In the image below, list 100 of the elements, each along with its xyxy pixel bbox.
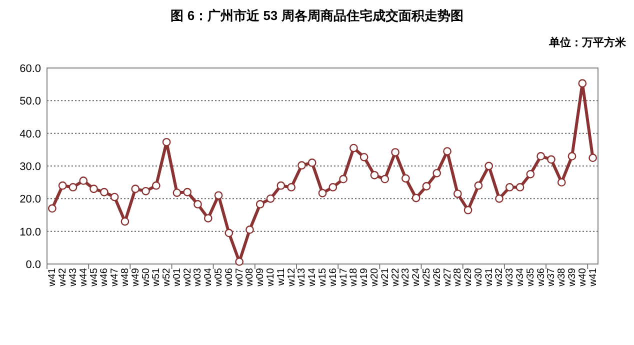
y-tick-label: 10.0 — [20, 226, 41, 238]
point — [152, 181, 160, 190]
x-tick-label: w12 — [286, 268, 298, 288]
point — [484, 162, 494, 170]
x-tick-label: w27 — [442, 268, 454, 288]
point — [266, 194, 275, 203]
x-tick-label: w03 — [192, 268, 204, 288]
y-tick-label: 50.0 — [20, 96, 41, 108]
x-tick-label: w04 — [203, 268, 214, 288]
point — [308, 158, 316, 167]
x-tick-label: w21 — [380, 268, 391, 288]
x-tick-label: w35 — [525, 268, 536, 288]
x-tick-label: w40 — [577, 268, 588, 288]
point — [214, 191, 223, 200]
x-tick-label: w47 — [110, 268, 121, 288]
point — [224, 228, 234, 238]
point — [256, 200, 264, 208]
x-tick-label: w10 — [266, 268, 277, 288]
y-tick-label: 0.0 — [26, 259, 41, 271]
x-tick-label: w13 — [296, 268, 308, 288]
x-tick-label: w25 — [421, 268, 432, 288]
x-tick-label: w05 — [214, 268, 225, 288]
point — [172, 188, 182, 197]
x-tick-label: w43 — [68, 268, 79, 288]
x-tick-label: w37 — [546, 268, 558, 288]
y-tick-label: 20.0 — [20, 194, 41, 206]
point — [412, 194, 420, 202]
point — [194, 200, 202, 208]
point — [453, 190, 462, 198]
x-tick-label: w06 — [224, 268, 235, 288]
x-tick-label: w07 — [234, 268, 246, 288]
point — [526, 170, 535, 178]
point — [536, 152, 546, 160]
point — [246, 226, 254, 234]
point — [422, 182, 431, 190]
x-tick-label: w34 — [515, 268, 526, 288]
point — [516, 183, 524, 192]
point — [276, 181, 286, 190]
x-tick-label: w41 — [47, 268, 58, 288]
x-tick-label: w38 — [556, 268, 568, 288]
point — [120, 217, 130, 226]
x-tick-label: w31 — [484, 268, 495, 288]
point — [588, 154, 597, 162]
point — [328, 183, 338, 192]
x-tick-label: w26 — [432, 268, 443, 288]
x-tick-label: w20 — [369, 268, 380, 288]
x-tick-label: w44 — [78, 268, 90, 288]
x-tick-label: w36 — [536, 268, 547, 288]
point — [568, 152, 576, 160]
x-tick-label: w41 — [588, 268, 599, 288]
chart-subtitle: 单位：万平方米 — [548, 36, 627, 49]
point — [432, 168, 442, 178]
x-tick-label: w48 — [120, 268, 131, 288]
point — [162, 138, 171, 146]
point — [380, 174, 390, 184]
x-tick-label: w16 — [328, 268, 339, 288]
x-tick-label: w02 — [182, 268, 194, 288]
point — [90, 184, 98, 194]
x-tick-label: w17 — [338, 268, 350, 288]
x-tick-label: w24 — [411, 268, 422, 288]
x-tick-label: w42 — [58, 268, 69, 288]
x-tick-label: w22 — [390, 268, 402, 288]
point — [142, 186, 150, 196]
point — [401, 174, 410, 183]
point — [360, 152, 368, 162]
chart-title: 图 6：广州市近 53 周各周商品住宅成交面积走势图 — [170, 8, 464, 23]
point — [370, 170, 379, 180]
x-tick-label: w11 — [276, 268, 287, 287]
point — [183, 188, 192, 196]
x-tick-label: w09 — [255, 268, 266, 288]
x-tick-label: w52 — [162, 268, 173, 288]
x-tick-label: w39 — [567, 268, 578, 288]
point — [391, 148, 400, 156]
point — [464, 206, 472, 214]
x-tick-label: w29 — [463, 268, 474, 288]
point — [48, 204, 56, 213]
x-tick-label: w51 — [151, 268, 162, 288]
point — [339, 174, 348, 184]
x-tick-label: w32 — [494, 268, 506, 288]
point — [318, 188, 327, 198]
y-tick-label: 30.0 — [20, 161, 41, 173]
point — [287, 183, 296, 192]
x-tick-label: w30 — [473, 268, 484, 288]
y-tick-label: 60.0 — [20, 63, 41, 75]
x-tick-label: w46 — [99, 268, 110, 288]
point — [557, 178, 566, 187]
x-tick-label: w33 — [504, 268, 516, 288]
x-tick-label: w14 — [307, 268, 318, 288]
point — [58, 181, 67, 190]
point — [110, 192, 119, 202]
x-tick-label: w50 — [140, 268, 152, 288]
x-tick-label: w28 — [452, 268, 464, 288]
x-tick-label: w08 — [244, 268, 256, 288]
x-tick-label: w45 — [88, 268, 100, 288]
point — [443, 147, 452, 156]
x-tick-label: w01 — [172, 268, 183, 288]
x-tick-label: w15 — [318, 268, 328, 288]
point — [474, 181, 483, 190]
x-tick-label: w23 — [400, 268, 412, 288]
point — [204, 214, 212, 222]
